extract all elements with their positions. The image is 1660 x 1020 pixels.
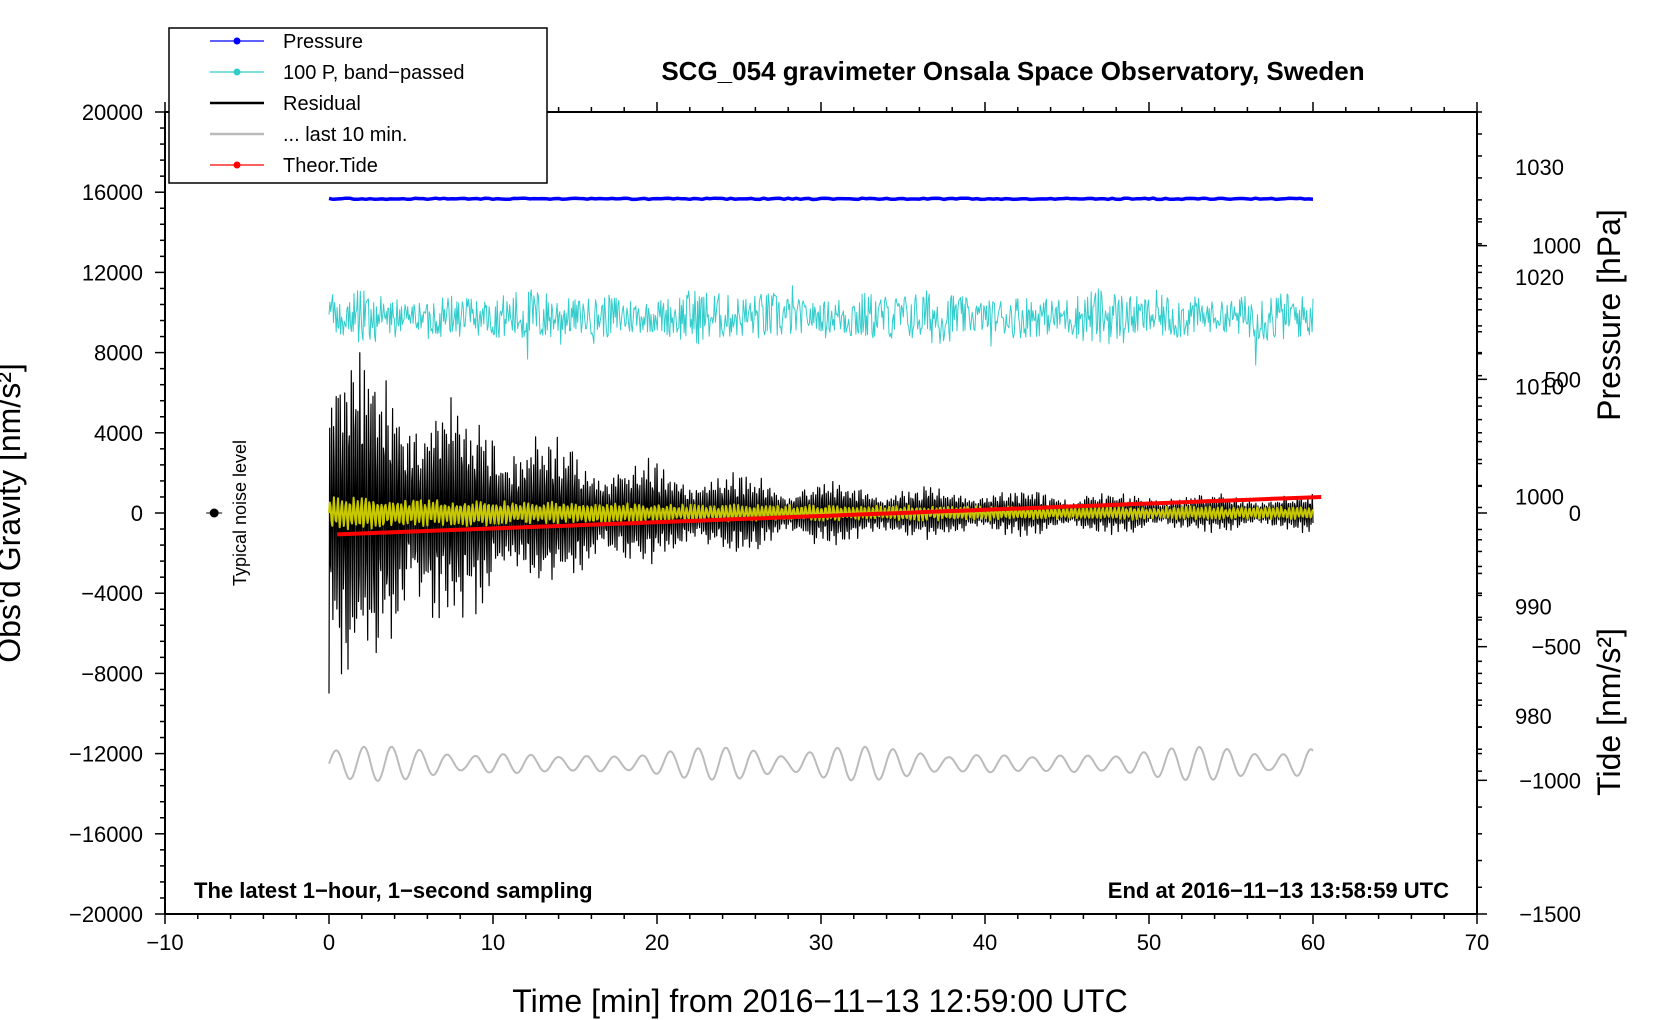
series-residual-smoothed — [328, 496, 1314, 531]
legend-label-residual: Residual — [283, 93, 361, 115]
pressure-tick-label: 980 — [1515, 704, 1552, 729]
series-last-10-min — [328, 745, 1314, 782]
pressure-tick-label: 990 — [1515, 594, 1552, 619]
pressure-tick-label: 1030 — [1515, 155, 1564, 180]
y-tick-label: 12000 — [82, 260, 143, 285]
pressure-tick-label: 1020 — [1515, 265, 1564, 290]
tide-tick-label: 500 — [1544, 367, 1581, 392]
series-pressure — [328, 196, 1314, 202]
series-pressure-bandpassed — [328, 285, 1314, 366]
tide-tick-label: −1500 — [1519, 902, 1581, 927]
tide-tick-label: −1000 — [1519, 768, 1581, 793]
tide-axis-label: Tide [nm/s²] — [1591, 628, 1627, 796]
series-theor-tide — [337, 495, 1322, 537]
legend-marker-pressure — [233, 37, 241, 45]
tide-tick-label: −500 — [1531, 635, 1581, 660]
legend-box — [168, 27, 548, 184]
x-tick-label: 50 — [1137, 930, 1161, 955]
y-tick-label: −4000 — [81, 581, 143, 606]
y-tick-label: 8000 — [94, 341, 143, 366]
axis-ticks: −10 0 10 20 30 40 50 60 70−20000−16000−12000−800… — [69, 100, 1581, 955]
y-tick-label: 20000 — [82, 100, 143, 125]
legend: Pressure 100 P, band−passed Residual ... la… — [168, 27, 548, 184]
annotation-end-time: End at 2016−11−13 13:58:59 UTC — [1108, 878, 1449, 903]
y-tick-label: 4000 — [94, 421, 143, 446]
noise-level-label: Typical noise level — [230, 440, 250, 586]
x-tick-label: 30 — [809, 930, 833, 955]
x-tick-label: 70 — [1465, 930, 1489, 955]
pressure-tick-label: 1000 — [1515, 485, 1564, 510]
legend-marker-bandpassed — [233, 68, 241, 76]
x-tick-label: 60 — [1301, 930, 1325, 955]
legend-label-bandpassed: 100 P, band−passed — [283, 62, 464, 84]
legend-marker-theor-tide — [233, 161, 241, 169]
chart-title: SCG_054 gravimeter Onsala Space Observat… — [661, 56, 1364, 86]
x-tick-label: 20 — [645, 930, 669, 955]
annotation-sampling: The latest 1−hour, 1−second sampling — [194, 878, 593, 903]
legend-label-pressure: Pressure — [283, 31, 363, 53]
y-tick-label: −8000 — [81, 661, 143, 686]
y-tick-label: −12000 — [69, 742, 143, 767]
pressure-tick-label: 1010 — [1515, 375, 1564, 400]
legend-label-last-10-min: ... last 10 min. — [283, 124, 408, 146]
y-axis-label: Obs'd Gravity [nm/s²] — [0, 363, 27, 663]
y-tick-label: 16000 — [82, 180, 143, 205]
x-tick-label: 10 — [481, 930, 505, 955]
tide-tick-label: 0 — [1569, 501, 1581, 526]
y-tick-label: −16000 — [69, 822, 143, 847]
x-tick-label: 0 — [323, 930, 335, 955]
pressure-axis-label: Pressure [hPa] — [1591, 209, 1627, 421]
tide-tick-label: 1000 — [1532, 234, 1581, 259]
x-tick-label: −10 — [146, 930, 183, 955]
series-layer — [328, 196, 1322, 782]
legend-label-theor-tide: Theor.Tide — [283, 155, 378, 177]
y-tick-label: 0 — [131, 501, 143, 526]
x-tick-label: 40 — [973, 930, 997, 955]
y-tick-label: −20000 — [69, 902, 143, 927]
x-axis-label: Time [min] from 2016−11−13 12:59:00 UTC — [512, 983, 1127, 1019]
